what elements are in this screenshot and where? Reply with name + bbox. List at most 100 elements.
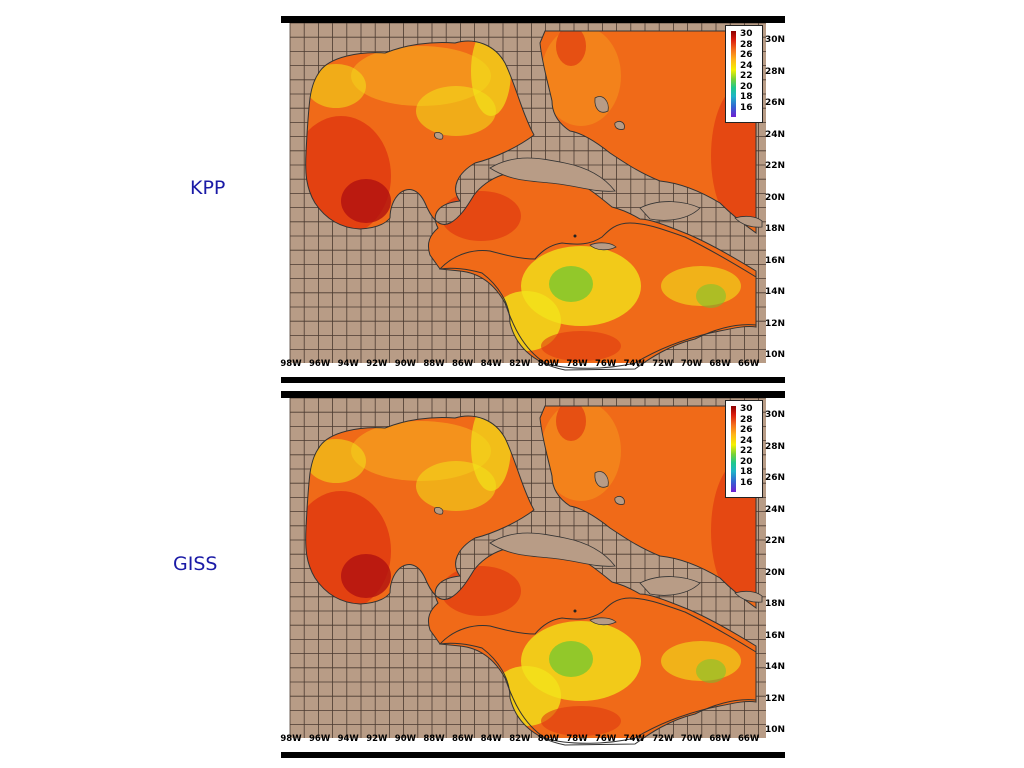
warm-region-gulf-stream: [556, 31, 586, 66]
color-legend: 30 28 26 24 22 20 18 16: [725, 25, 763, 123]
latitude-label: 30N: [765, 410, 786, 420]
warm-region-panama: [541, 706, 621, 736]
color-legend: 30 28 26 24 22 20 18 16: [725, 400, 763, 498]
latitude-label: 12N: [765, 318, 786, 329]
longitude-label: 96W: [308, 359, 331, 369]
legend-tick-label: 20: [740, 81, 753, 92]
map-canvas: [289, 22, 766, 371]
longitude-label: 74W: [623, 734, 645, 744]
map-top-border: [281, 391, 785, 398]
legend-tick-label: 28: [740, 39, 753, 50]
hispaniola-island: [639, 201, 701, 221]
longitude-label: 84W: [480, 734, 502, 744]
latitude-label: 24N: [765, 129, 786, 140]
map-top-border: [281, 16, 785, 23]
sst-map-kpp: 30 28 26 24 22 20 18 16 30N 28N 26N 24N 22N 20N 18N 16…: [280, 16, 786, 383]
longitude-label: 78W: [566, 359, 588, 369]
coastline: [305, 30, 757, 371]
latitude-label: 28N: [765, 441, 786, 452]
legend-tick-label: 18: [740, 467, 753, 477]
latitude-label: 28N: [765, 66, 786, 77]
latitude-label: 18N: [765, 224, 786, 234]
upwelling-region-caribbean: [549, 266, 593, 302]
gulf-islet: [434, 507, 444, 515]
longitude-label: 88W: [423, 359, 445, 369]
latitude-label: 24N: [765, 504, 786, 515]
warm-region-panama: [541, 331, 621, 361]
hot-region-bay-of-campeche: [341, 554, 391, 598]
cool-region-texas-shelf: [306, 64, 366, 108]
puerto-rico-island: [734, 215, 763, 228]
jamaica-island: [589, 242, 617, 251]
bahamas-andros-island: [594, 96, 609, 113]
hispaniola-island: [639, 576, 701, 596]
legend-colorbar: [731, 406, 736, 492]
bahamas-island-small: [614, 496, 625, 505]
longitude-label: 92W: [366, 734, 388, 744]
panel-label-giss: GISS: [173, 553, 218, 575]
longitude-label: 94W: [337, 359, 359, 369]
bahamas-island-small: [614, 121, 625, 130]
latitude-label: 14N: [765, 287, 786, 297]
caribbean-marker: [573, 234, 577, 238]
longitude-label: 82W: [509, 734, 531, 744]
longitude-label: 90W: [394, 359, 416, 369]
latitude-label: 16N: [765, 630, 786, 641]
latitude-label: 26N: [765, 98, 786, 108]
legend-tick-label: 22: [740, 446, 753, 456]
legend-tick-label: 18: [740, 92, 753, 102]
legend-tick-label: 20: [740, 456, 753, 467]
bahamas-andros-island: [594, 471, 609, 488]
longitude-label: 80W: [537, 734, 559, 744]
legend-tick-label: 24: [740, 60, 753, 71]
longitude-label: 74W: [623, 359, 645, 369]
longitude-label: 98W: [280, 734, 302, 744]
latitude-label: 10N: [765, 350, 786, 360]
longitude-label: 86W: [451, 359, 474, 369]
latitude-label: 20N: [765, 567, 786, 578]
coastline-caribbean: [438, 597, 757, 744]
warm-region-gulf-stream: [556, 406, 586, 441]
panel-label-kpp: KPP: [190, 177, 226, 199]
map-canvas: [289, 397, 766, 746]
longitude-label: 66W: [737, 734, 760, 744]
coastline-atlantic: [539, 405, 757, 609]
coastline: [305, 405, 757, 746]
longitude-label: 68W: [709, 359, 731, 369]
latitude-label: 16N: [765, 255, 786, 266]
latitude-label: 22N: [765, 536, 786, 546]
jamaica-island: [589, 617, 617, 626]
longitude-label: 70W: [680, 359, 702, 369]
map-bottom-border: [281, 752, 785, 758]
hot-region-bay-of-campeche: [341, 179, 391, 223]
longitude-label: 90W: [394, 734, 416, 744]
sst-map-giss: 30 28 26 24 22 20 18 16 30N 28N 26N 24N 22N 20N 18N 16…: [280, 391, 786, 758]
islands: [434, 471, 763, 626]
longitude-label: 80W: [537, 359, 559, 369]
longitude-label: 72W: [652, 359, 674, 369]
longitude-label: 78W: [566, 734, 588, 744]
upwelling-region-caribbean: [549, 641, 593, 677]
longitude-label: 66W: [737, 359, 760, 369]
latitude-label: 14N: [765, 662, 786, 672]
cuba-island: [489, 532, 616, 567]
latitude-label: 12N: [765, 693, 786, 704]
longitude-label: 86W: [451, 734, 474, 744]
upwelling-region-venezuela: [696, 284, 726, 308]
legend-tick-label: 26: [740, 50, 753, 60]
legend-tick-label: 30: [740, 29, 753, 39]
gulf-islet: [434, 132, 444, 140]
legend-tick-label: 24: [740, 435, 753, 446]
coastline-gulf: [305, 415, 757, 746]
caribbean-marker: [573, 609, 577, 613]
legend-tick-label: 26: [740, 425, 753, 435]
upwelling-region-venezuela: [696, 659, 726, 683]
longitude-label: 68W: [709, 734, 731, 744]
islands: [434, 96, 763, 251]
coastline-caribbean: [438, 222, 757, 369]
legend-tick-label: 28: [740, 414, 753, 425]
longitude-label: 82W: [509, 359, 531, 369]
legend-tick-label: 30: [740, 404, 753, 414]
longitude-label: 70W: [680, 734, 702, 744]
latitude-label: 10N: [765, 725, 786, 735]
